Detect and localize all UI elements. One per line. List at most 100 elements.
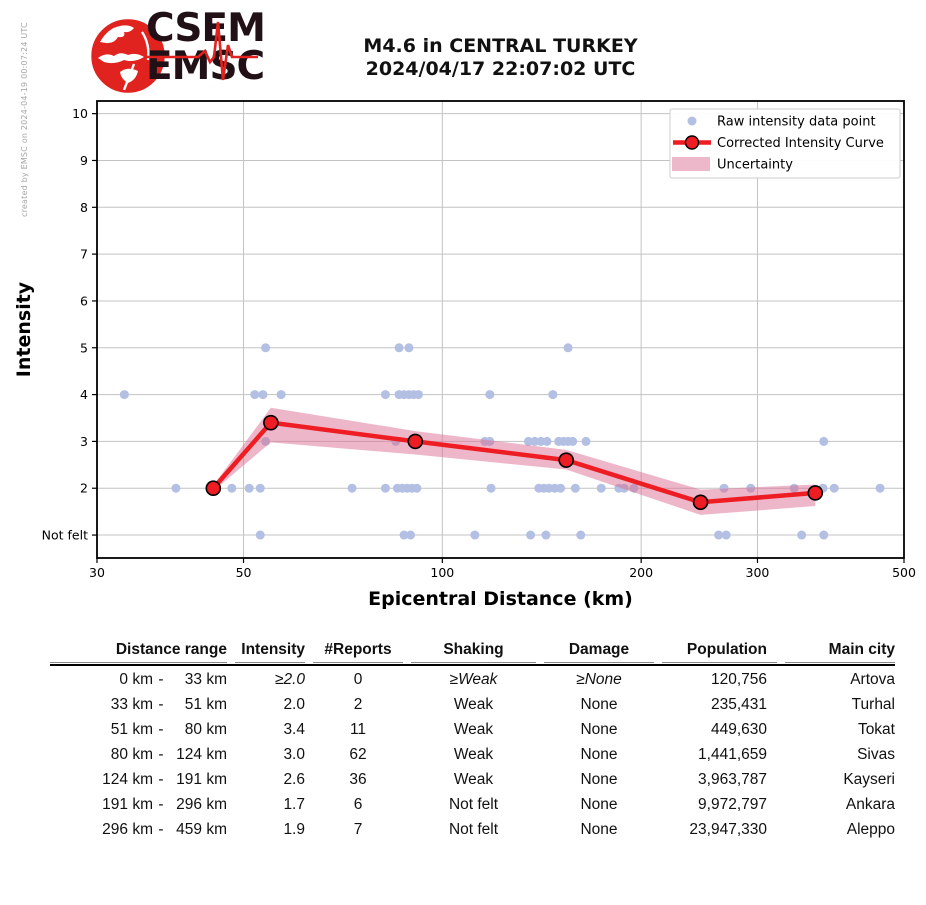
legend-marker-curve-point [684,135,700,150]
legend-entry-label: Uncertainty [717,158,793,173]
raw-data-point [596,483,606,493]
table-body: 0 km -33 km ≥2.0 0 ≥Weak ≥None 120,756 Artova 33… [50,666,895,842]
cell-shaking: Weak [453,721,494,738]
cell-main-city: Sivas [857,746,895,763]
cell-main-city: Ankara [845,796,895,813]
table-header-main-city: Main city [785,640,895,663]
cell-damage: None [580,796,618,813]
cell-main-city: Kayseri [843,771,895,788]
y-tick-label: Not felt [42,528,88,543]
raw-data-point [470,530,480,540]
raw-data-point [276,390,286,400]
table-header--reports: #Reports [313,640,403,663]
cell-intensity: ≥2.0 [274,671,305,688]
intensity-plot: 30 50 100 200 300 500 Not felt 2 3 4 5 6 7 8 9 10 Epicen… [13,100,916,610]
cell-shaking: Weak [453,696,494,713]
cell-main-city: Turhal [851,696,895,713]
raw-data-point [250,390,260,400]
cell-reports: 11 [349,721,367,738]
cell-reports: 2 [353,696,363,713]
raw-data-point [576,530,586,540]
table-header-rule [50,664,895,666]
y-tick-label: 5 [80,340,88,355]
title-line-1: M4.6 in CENTRAL TURKEY [363,35,638,57]
cell-distance-range: 296 km -459 km [50,817,227,842]
distance-to: 124 km [176,746,227,763]
raw-data-point [380,390,390,400]
cell-shaking: Not felt [448,821,499,838]
curve-point [407,433,424,450]
corrected-intensity-curve [211,420,816,505]
curve-point [205,480,222,497]
raw-data-point [258,390,268,400]
cell-intensity: 1.7 [283,796,305,813]
cell-distance-range: 191 km -296 km [50,792,227,817]
y-axis-label: Intensity [13,281,35,377]
raw-data-point [412,483,422,493]
curve-point [807,485,824,501]
cell-damage: ≥None [576,671,622,688]
raw-data-point [556,483,566,493]
chart-title: M4.6 in CENTRAL TURKEY 2024/04/17 22:07:… [97,35,904,81]
cell-intensity: 2.6 [283,771,305,788]
distance-from: 296 km [102,821,153,838]
distance-to: 80 km [184,721,227,738]
raw-data-point [563,343,573,353]
raw-data-point [819,530,829,540]
cell-population: 1,441,659 [698,746,767,763]
raw-data-point [523,436,533,446]
intensity-table: Distance range Intensity #Reports Shaking Da… [50,640,895,842]
legend-marker-uncertainty-patch [672,157,710,171]
raw-data-point [485,390,495,400]
curve-point [692,494,709,511]
y-tick-label: 7 [80,247,88,262]
raw-data-point [568,436,578,446]
raw-data-point [406,530,416,540]
raw-data-point [119,390,129,400]
x-tick-label: 100 [430,565,454,580]
cell-damage: None [580,771,618,788]
y-tick-label: 4 [80,387,88,402]
raw-data-point [171,483,181,493]
legend-box [669,108,901,179]
plot-frame [96,100,905,559]
legend-marker-raw-point [687,116,697,126]
cell-reports: 36 [349,771,367,788]
csem-emsc-logo: CSEM EMSC [90,6,275,105]
cell-distance-range: 80 km -124 km [50,742,227,767]
cell-main-city: Aleppo [846,821,895,838]
distance-separator: - [158,721,164,738]
cell-damage: None [580,721,618,738]
cell-reports: 6 [353,796,363,813]
cell-damage: None [580,696,618,713]
cell-distance-range: 33 km - 51 km [50,692,227,717]
cell-reports: 7 [353,821,363,838]
distance-from: 191 km [102,796,153,813]
y-tick-label: 2 [80,481,88,496]
raw-data-point [530,436,540,446]
distance-to: 459 km [176,821,227,838]
cell-shaking: Not felt [448,796,499,813]
table-header-intensity: Intensity [235,640,305,663]
cell-distance-range: 124 km -191 km [50,767,227,792]
legend-entry-label: Raw intensity data point [717,115,876,130]
distance-from: 51 km [110,721,153,738]
raw-data-point [541,530,551,540]
raw-data-point [394,343,404,353]
y-tick-label: 10 [72,106,88,121]
raw-data-point [261,343,271,353]
legend-entry-label: Corrected Intensity Curve [717,136,884,151]
cell-population: 449,630 [710,721,767,738]
x-tick-label: 50 [236,565,252,580]
table-header-damage: Damage [544,640,654,663]
raw-data-point [714,530,724,540]
curve-point [558,452,575,468]
cell-shaking: ≥Weak [449,671,498,688]
cell-population: 235,431 [710,696,767,713]
distance-separator: - [158,821,164,838]
x-tick-label: 300 [746,565,770,580]
raw-data-point [486,483,496,493]
title-line-2: 2024/04/17 22:07:02 UTC [365,58,636,80]
distance-from: 80 km [110,746,153,763]
